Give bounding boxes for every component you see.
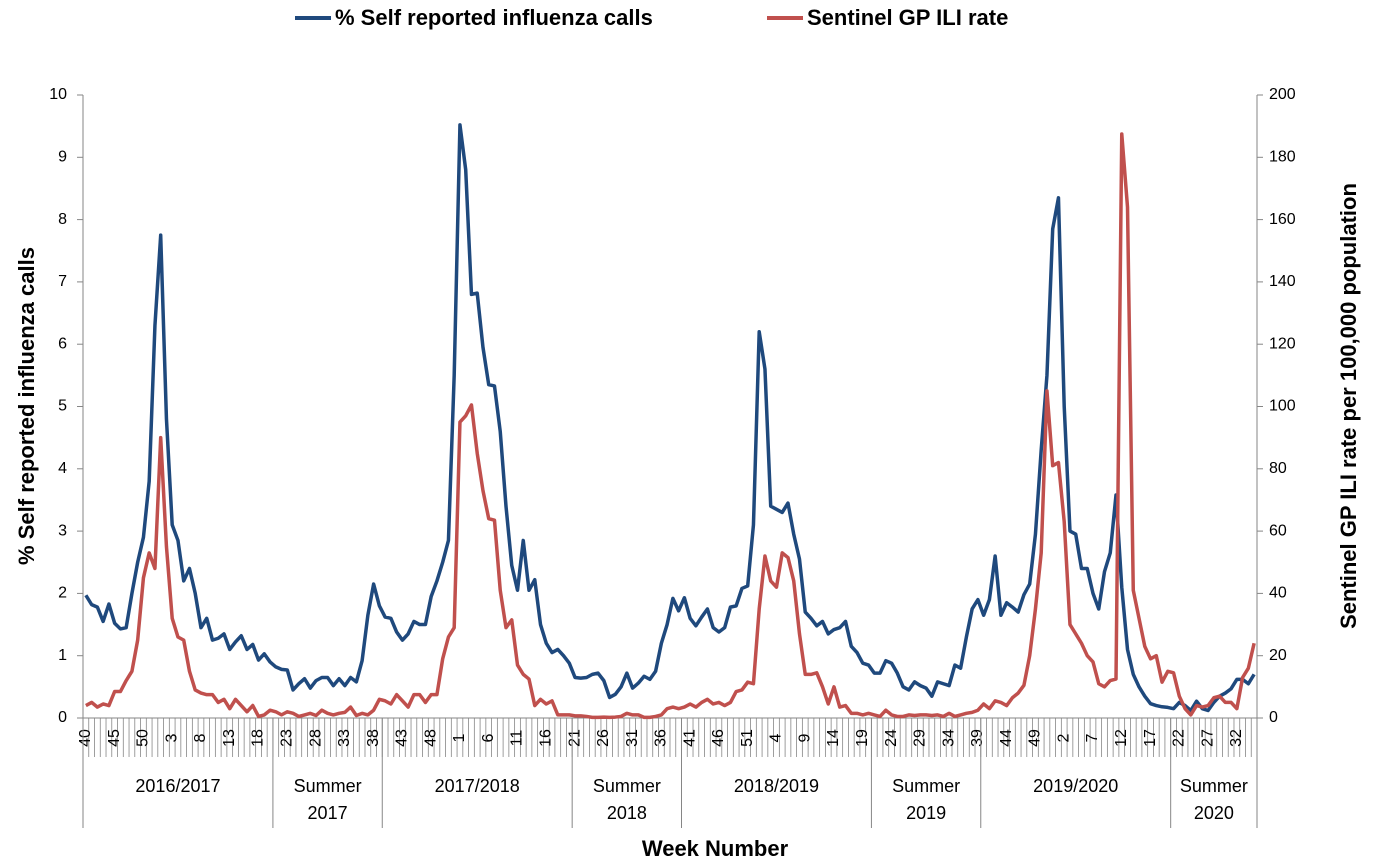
y-tick-label: 5: [58, 398, 67, 415]
group-label: 2020: [1194, 803, 1234, 823]
y2-tick-label: 100: [1269, 398, 1296, 415]
y-tick-label: 6: [58, 335, 67, 352]
x-tick-label: 28: [307, 729, 324, 747]
x-tick-label: 6: [480, 733, 497, 742]
y2-axis-title: Sentinel GP ILI rate per 100,000 populat…: [1336, 183, 1361, 629]
x-tick-label: 22: [1171, 729, 1188, 747]
x-tick-label: 27: [1199, 729, 1216, 747]
group-label: Summer: [892, 776, 960, 796]
x-tick-label: 34: [940, 729, 957, 747]
y-tick-label: 4: [58, 460, 67, 477]
y-tick-label: 8: [58, 211, 67, 228]
x-tick-label: 3: [163, 733, 180, 742]
x-tick-label: 38: [365, 729, 382, 747]
x-tick-label: 8: [192, 733, 209, 742]
x-tick-label: 41: [681, 729, 698, 747]
y2-tick-label: 40: [1269, 585, 1287, 602]
group-label: Summer: [294, 776, 362, 796]
y2-tick-label: 0: [1269, 709, 1278, 726]
x-tick-label: 17: [1142, 729, 1159, 747]
x-tick-label: 4: [768, 733, 785, 742]
y-tick-label: 3: [58, 522, 67, 539]
y2-tick-label: 200: [1269, 86, 1296, 103]
legend-label: Sentinel GP ILI rate: [807, 5, 1008, 30]
y-tick-label: 9: [58, 149, 67, 166]
x-tick-label: 51: [739, 729, 756, 747]
y2-tick-label: 80: [1269, 460, 1287, 477]
y-tick-label: 7: [58, 273, 67, 290]
x-axis-title: Week Number: [642, 836, 789, 861]
x-tick-label: 46: [710, 729, 727, 747]
x-tick-label: 44: [998, 729, 1015, 747]
x-tick-label: 36: [653, 729, 670, 747]
x-tick-label: 32: [1228, 729, 1245, 747]
legend-label: % Self reported influenza calls: [335, 5, 653, 30]
series-line: [85, 132, 1256, 720]
y-tick-label: 0: [58, 709, 67, 726]
y2-tick-label: 20: [1269, 647, 1287, 664]
group-label: 2016/2017: [135, 776, 220, 796]
group-label: 2019/2020: [1033, 776, 1118, 796]
x-tick-label: 21: [566, 729, 583, 747]
x-tick-label: 24: [883, 729, 900, 747]
x-tick-label: 9: [796, 733, 813, 742]
x-tick-label: 14: [825, 729, 842, 747]
y2-tick-label: 180: [1269, 149, 1296, 166]
series-line: [84, 123, 1256, 713]
x-tick-label: 33: [336, 729, 353, 747]
y2-tick-label: 160: [1269, 211, 1296, 228]
y-tick-label: 1: [58, 647, 67, 664]
x-tick-label: 12: [1113, 729, 1130, 747]
y2-tick-label: 120: [1269, 335, 1296, 352]
y2-tick-label: 140: [1269, 273, 1296, 290]
group-label: 2019: [906, 803, 946, 823]
x-tick-label: 1: [451, 733, 468, 742]
x-tick-label: 23: [279, 729, 296, 747]
x-tick-label: 45: [106, 729, 123, 747]
x-tick-label: 43: [394, 729, 411, 747]
group-label: 2018: [607, 803, 647, 823]
x-tick-label: 29: [912, 729, 929, 747]
group-label: 2017: [308, 803, 348, 823]
group-label: 2017/2018: [435, 776, 520, 796]
x-tick-label: 11: [509, 730, 526, 747]
x-tick-label: 19: [854, 729, 871, 747]
y-tick-label: 10: [49, 86, 67, 103]
x-tick-label: 39: [969, 729, 986, 747]
x-tick-label: 7: [1084, 733, 1101, 742]
x-tick-label: 26: [595, 729, 612, 747]
x-tick-label: 16: [537, 729, 554, 747]
x-tick-label: 13: [221, 729, 238, 747]
x-tick-label: 48: [422, 729, 439, 747]
group-label: Summer: [1180, 776, 1248, 796]
x-tick-label: 2: [1055, 733, 1072, 742]
group-label: Summer: [593, 776, 661, 796]
x-tick-label: 31: [624, 729, 641, 747]
group-label: 2018/2019: [734, 776, 819, 796]
y2-tick-label: 60: [1269, 522, 1287, 539]
y-tick-label: 2: [58, 585, 67, 602]
x-tick-label: 50: [135, 729, 152, 747]
x-tick-label: 18: [250, 729, 267, 747]
y-axis-title: % Self reported influenza calls: [14, 247, 39, 565]
x-tick-label: 49: [1027, 729, 1044, 747]
x-tick-label: 40: [77, 729, 94, 747]
